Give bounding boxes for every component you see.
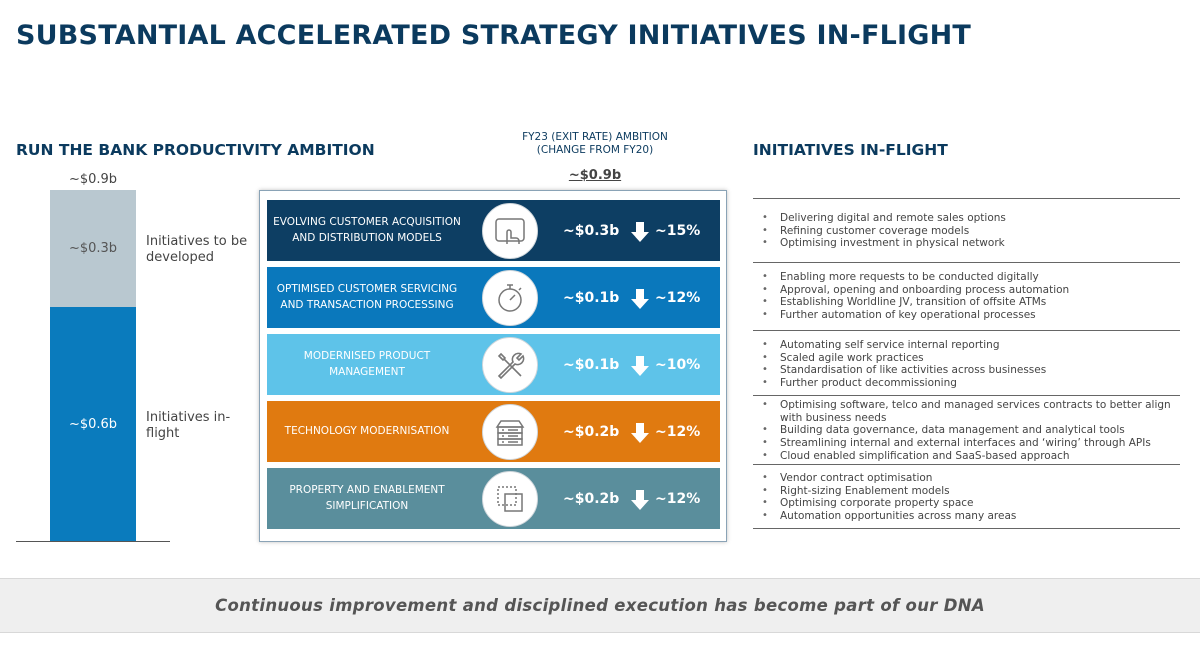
ambition-row: EVOLVING CUSTOMER ACQUISITION AND DISTRI… xyxy=(267,200,720,261)
initiative-item: Scaled agile work practices xyxy=(760,352,1180,365)
ambition-row: TECHNOLOGY MODERNISATION ~$0.2b ~12% xyxy=(267,401,720,462)
divider xyxy=(753,464,1180,465)
row-name: MODERNISED PRODUCT MANAGEMENT xyxy=(303,350,431,378)
initiative-item: Building data governance, data managemen… xyxy=(760,424,1180,437)
row-name: EVOLVING CUSTOMER ACQUISITION AND DISTRI… xyxy=(273,216,461,244)
row-amount: ~$0.2b xyxy=(563,490,620,507)
divider xyxy=(753,198,1180,199)
row-amount: ~$0.2b xyxy=(563,423,620,440)
run-the-bank-heading: RUN THE BANK PRODUCTIVITY AMBITION xyxy=(16,141,375,159)
initiative-item: Automating self service internal reporti… xyxy=(760,339,1180,352)
divider xyxy=(753,262,1180,263)
initiative-item: Further product decommissioning xyxy=(760,377,1180,390)
down-arrow-icon xyxy=(631,423,649,443)
page-title: SUBSTANTIAL ACCELERATED STRATEGY INITIAT… xyxy=(16,20,972,51)
initiative-item: Enabling more requests to be conducted d… xyxy=(760,271,1180,284)
initiative-item: Establishing Worldline JV, transition of… xyxy=(760,296,1180,309)
initiative-group: Automating self service internal reporti… xyxy=(760,339,1180,390)
initiative-item: Optimising software, telco and managed s… xyxy=(760,399,1180,424)
bar-segment-in-flight: ~$0.6b xyxy=(50,307,136,541)
bar-label-in-flight: Initiatives in-flight xyxy=(146,410,231,441)
initiative-item: Streamlining internal and external inter… xyxy=(760,437,1180,450)
initiative-item: Standardisation of like activities acros… xyxy=(760,364,1180,377)
row-percent: ~10% xyxy=(655,356,701,373)
initiative-item: Optimising corporate property space xyxy=(760,497,1180,510)
initiative-item: Approval, opening and onboarding process… xyxy=(760,284,1180,297)
initiative-group: Vendor contract optimisation Right-sizin… xyxy=(760,472,1180,523)
bar-total-label: ~$0.9b xyxy=(68,172,118,187)
row-percent: ~15% xyxy=(655,222,701,239)
initiative-item: Refining customer coverage models xyxy=(760,225,1180,238)
ambition-row: OPTIMISED CUSTOMER SERVICING AND TRANSAC… xyxy=(267,267,720,328)
initiative-item: Automation opportunities across many are… xyxy=(760,510,1180,523)
row-amount: ~$0.3b xyxy=(563,222,620,239)
row-percent: ~12% xyxy=(655,423,701,440)
row-amount: ~$0.1b xyxy=(563,289,620,306)
initiative-group: Enabling more requests to be conducted d… xyxy=(760,271,1180,322)
initiative-item: Further automation of key operational pr… xyxy=(760,309,1180,322)
initiative-item: Optimising investment in physical networ… xyxy=(760,237,1180,250)
ambition-row: MODERNISED PRODUCT MANAGEMENT ~$0.1b ~10… xyxy=(267,334,720,395)
bar-baseline xyxy=(16,541,170,542)
divider xyxy=(753,330,1180,331)
tablet-touch-icon xyxy=(495,218,525,244)
ambition-heading: FY23 (EXIT RATE) AMBITION (CHANGE FROM F… xyxy=(522,131,668,156)
ambition-total: ~$0.9b xyxy=(568,168,622,183)
stopwatch-icon xyxy=(498,284,522,312)
row-amount: ~$0.1b xyxy=(563,356,620,373)
initiative-item: Vendor contract optimisation xyxy=(760,472,1180,485)
squares-icon xyxy=(497,486,523,512)
row-percent: ~12% xyxy=(655,490,701,507)
initiative-group: Optimising software, telco and managed s… xyxy=(760,399,1180,463)
down-arrow-icon xyxy=(631,490,649,510)
down-arrow-icon xyxy=(631,222,649,242)
initiatives-heading: INITIATIVES IN-FLIGHT xyxy=(753,141,948,159)
footer-text: Continuous improvement and disciplined e… xyxy=(215,596,985,615)
footer-banner: Continuous improvement and disciplined e… xyxy=(0,578,1200,633)
ambition-row: PROPERTY AND ENABLEMENT SIMPLIFICATION ~… xyxy=(267,468,720,529)
initiative-group: Delivering digital and remote sales opti… xyxy=(760,212,1180,250)
initiative-item: Right-sizing Enablement models xyxy=(760,485,1180,498)
row-name: TECHNOLOGY MODERNISATION xyxy=(284,424,450,437)
initiative-item: Cloud enabled simplification and SaaS-ba… xyxy=(760,450,1180,463)
row-percent: ~12% xyxy=(655,289,701,306)
divider xyxy=(753,528,1180,529)
bar-segment-value: ~$0.6b xyxy=(68,416,118,432)
server-icon xyxy=(495,420,525,446)
row-name: PROPERTY AND ENABLEMENT SIMPLIFICATION xyxy=(289,484,445,512)
divider xyxy=(753,395,1180,396)
down-arrow-icon xyxy=(631,356,649,376)
bar-segment-value: ~$0.3b xyxy=(68,241,118,256)
bar-segment-to-be-developed: ~$0.3b xyxy=(50,190,136,307)
bar-label-to-be-developed: Initiatives to be developed xyxy=(146,234,248,265)
down-arrow-icon xyxy=(631,289,649,309)
row-name: OPTIMISED CUSTOMER SERVICING AND TRANSAC… xyxy=(276,283,458,311)
tools-icon xyxy=(497,352,525,380)
initiative-item: Delivering digital and remote sales opti… xyxy=(760,212,1180,225)
